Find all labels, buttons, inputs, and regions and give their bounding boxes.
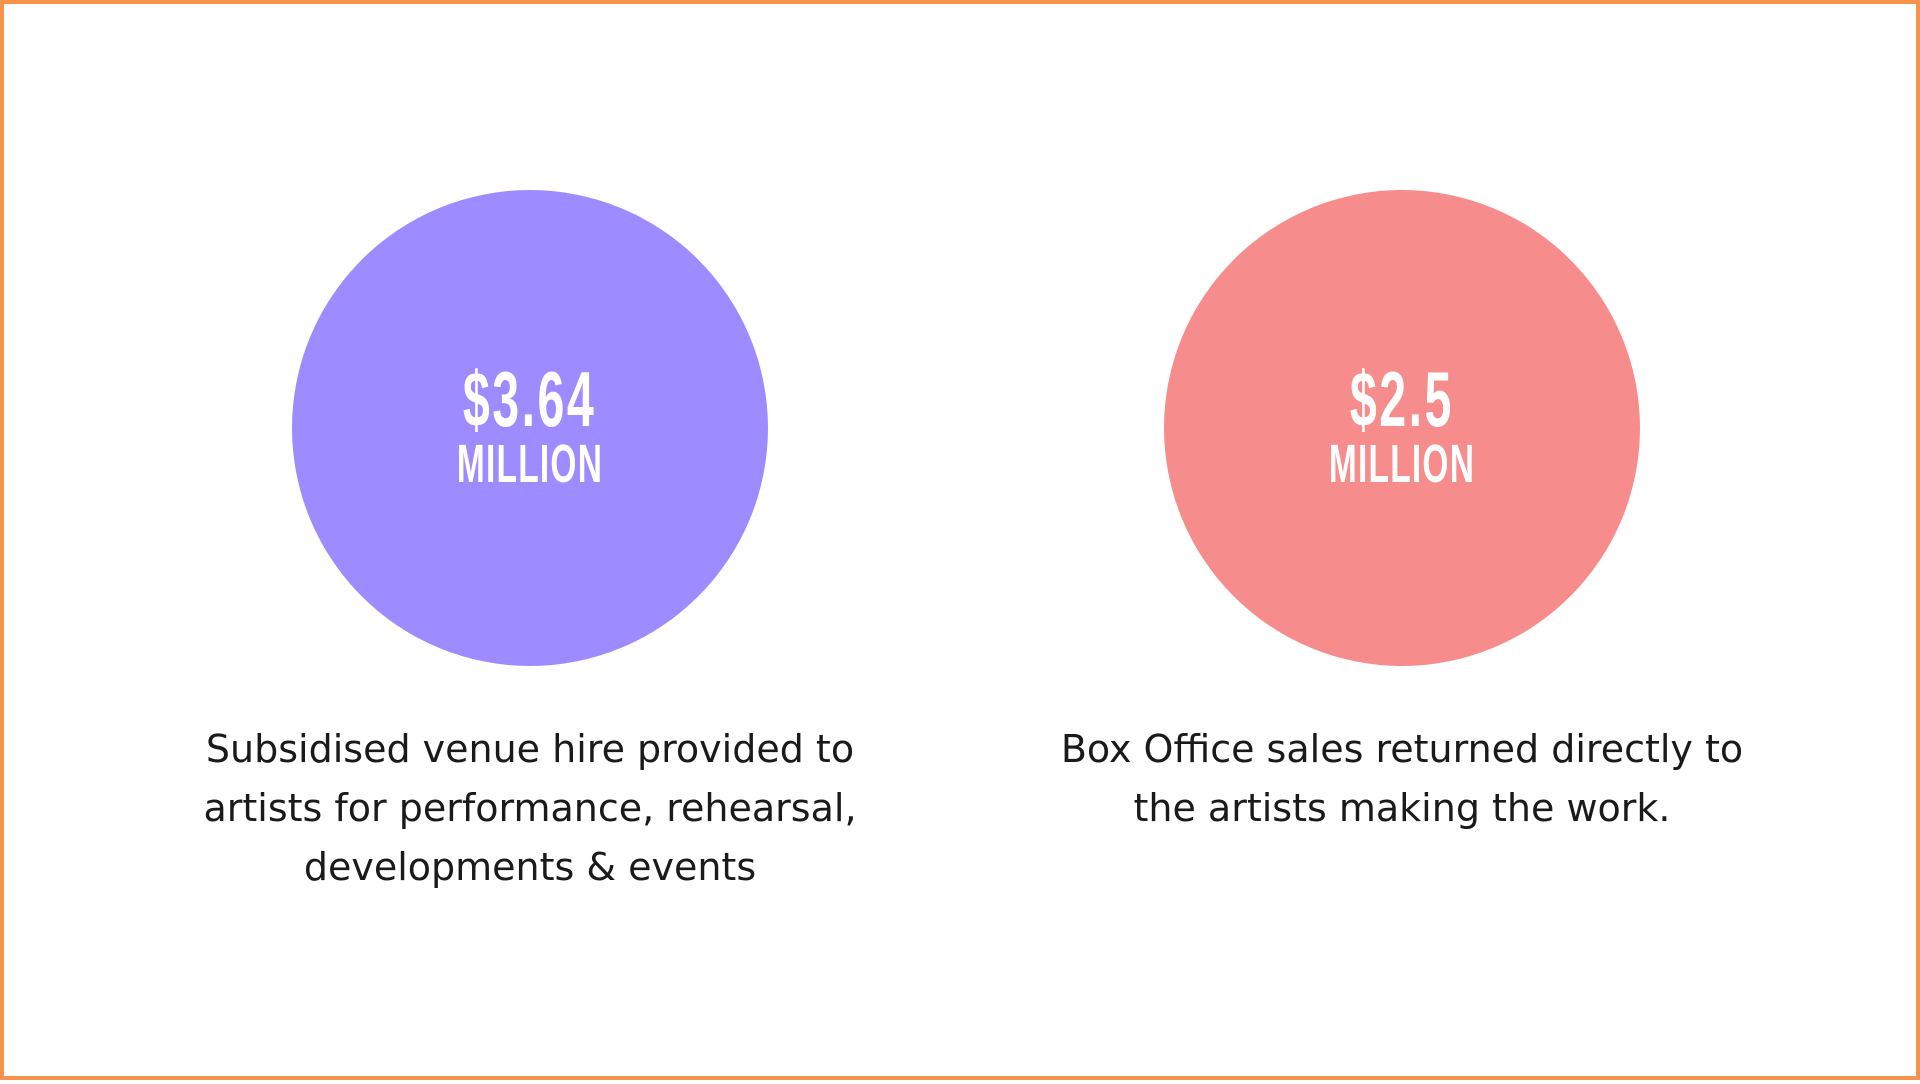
stat-circle: $2.5 MILLION bbox=[1164, 190, 1640, 666]
stat-caption: Subsidised venue hire provided to artist… bbox=[150, 720, 910, 897]
stat-unit: MILLION bbox=[1328, 434, 1476, 494]
caption-line: the artists making the work. bbox=[1133, 786, 1671, 830]
caption-line: developments & events bbox=[303, 845, 757, 889]
stat-box-office: $2.5 MILLION Box Office sales returned d… bbox=[1022, 4, 1782, 1084]
stat-venue-hire: $3.64 MILLION Subsidised venue hire prov… bbox=[150, 4, 910, 1084]
stat-amount: $3.64 bbox=[463, 355, 597, 443]
stat-unit: MILLION bbox=[456, 434, 604, 494]
caption-line: artists for performance, rehearsal, bbox=[203, 786, 857, 830]
caption-line: Subsidised venue hire provided to bbox=[205, 727, 855, 771]
caption-line: Box Office sales returned directly to bbox=[1060, 727, 1744, 771]
stat-caption: Box Office sales returned directly to th… bbox=[1022, 720, 1782, 838]
stat-circle: $3.64 MILLION bbox=[292, 190, 768, 666]
stat-amount: $2.5 bbox=[1349, 355, 1455, 443]
